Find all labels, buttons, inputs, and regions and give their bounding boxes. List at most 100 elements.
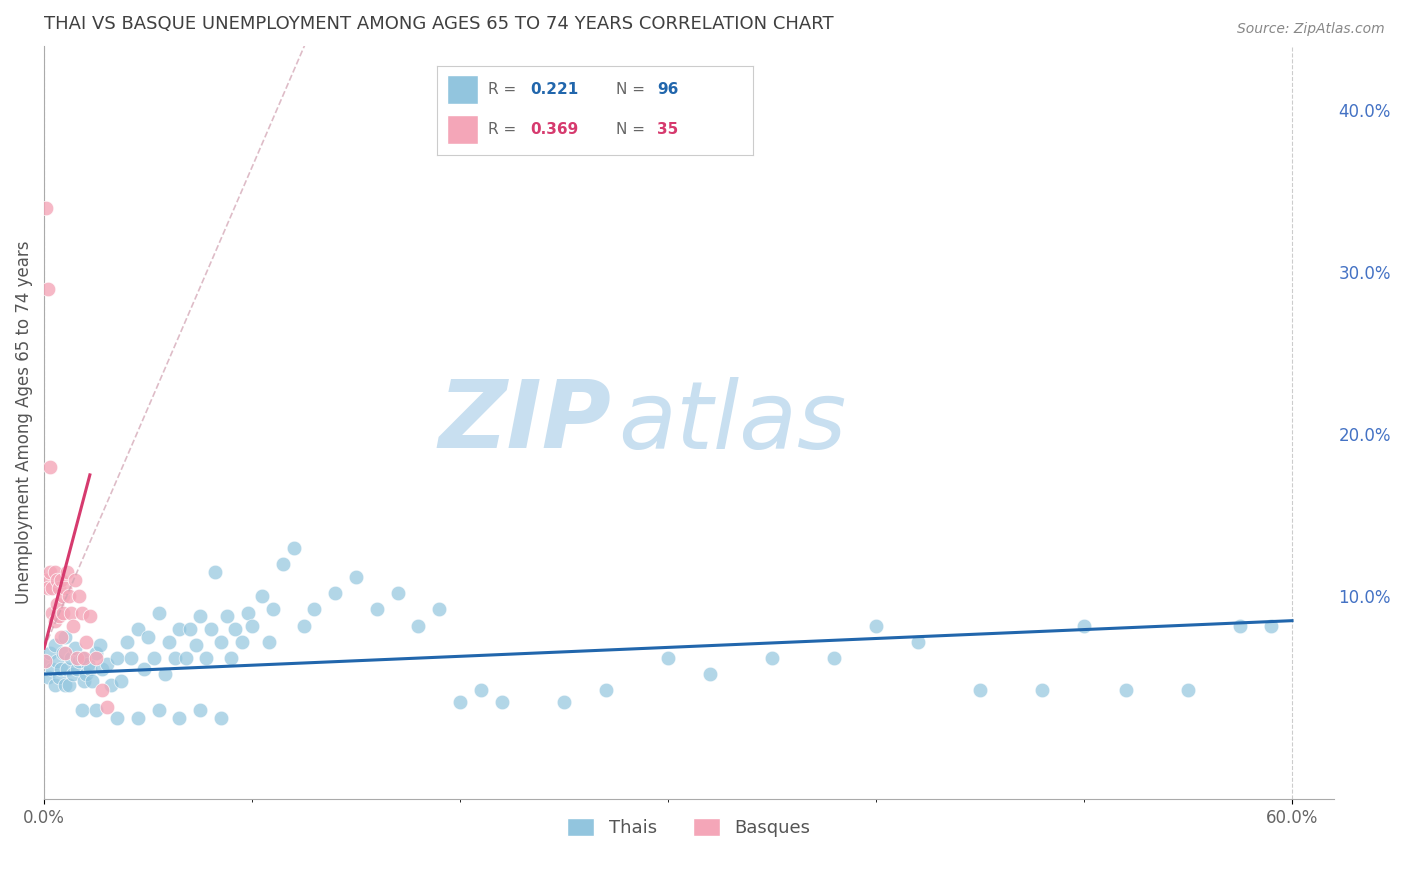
Point — [96, 657, 118, 672]
Point — [39, 459, 62, 474]
Point — [70, 703, 93, 717]
Point — [1177, 683, 1199, 698]
Point — [44, 565, 66, 579]
Point — [188, 608, 211, 623]
Point — [236, 606, 259, 620]
Point — [271, 557, 294, 571]
Point — [79, 608, 101, 623]
Point — [699, 667, 721, 681]
Point — [184, 638, 207, 652]
Point — [470, 683, 492, 698]
Point — [65, 573, 87, 587]
Point — [48, 608, 70, 623]
Point — [44, 614, 66, 628]
Point — [60, 606, 83, 620]
Point — [204, 565, 226, 579]
Point — [153, 667, 176, 681]
Point — [283, 541, 305, 555]
Point — [323, 586, 346, 600]
Point — [761, 651, 783, 665]
Text: Source: ZipAtlas.com: Source: ZipAtlas.com — [1237, 22, 1385, 37]
Point — [188, 703, 211, 717]
Point — [70, 606, 93, 620]
Point — [53, 630, 76, 644]
Point — [69, 590, 91, 604]
Point — [58, 590, 80, 604]
Point — [1073, 618, 1095, 632]
Point — [1031, 683, 1053, 698]
Point — [110, 673, 132, 688]
Point — [66, 662, 89, 676]
Point — [56, 662, 79, 676]
Point — [79, 662, 101, 676]
Point — [117, 634, 139, 648]
Point — [41, 581, 63, 595]
Point — [907, 634, 929, 648]
Point — [53, 581, 76, 595]
Point — [209, 711, 232, 725]
Point — [91, 662, 114, 676]
Point — [45, 573, 67, 587]
Point — [91, 683, 114, 698]
Point — [34, 654, 56, 668]
Point — [231, 634, 253, 648]
Point — [408, 618, 430, 632]
Point — [100, 678, 122, 692]
Point — [121, 651, 143, 665]
Point — [553, 695, 575, 709]
Point — [449, 695, 471, 709]
Point — [44, 678, 66, 692]
Point — [58, 678, 80, 692]
Point — [37, 282, 59, 296]
Point — [45, 598, 67, 612]
Point — [84, 651, 107, 665]
Point — [76, 657, 98, 672]
Point — [148, 703, 170, 717]
Point — [132, 662, 155, 676]
Point — [252, 590, 274, 604]
Point — [366, 602, 388, 616]
Point — [195, 651, 218, 665]
Text: ZIP: ZIP — [439, 376, 612, 468]
Point — [70, 651, 93, 665]
Y-axis label: Unemployment Among Ages 65 to 74 years: Unemployment Among Ages 65 to 74 years — [15, 241, 32, 604]
Legend: Thais, Basques: Thais, Basques — [558, 809, 820, 847]
Text: atlas: atlas — [619, 376, 846, 467]
Point — [1260, 618, 1282, 632]
Point — [35, 573, 58, 587]
Point — [179, 622, 201, 636]
Point — [127, 622, 149, 636]
Point — [143, 651, 166, 665]
Point — [37, 670, 59, 684]
Point — [200, 622, 222, 636]
Point — [84, 703, 107, 717]
Point — [52, 606, 75, 620]
Point — [37, 581, 59, 595]
Point — [75, 667, 97, 681]
Point — [1115, 683, 1137, 698]
Point — [41, 606, 63, 620]
Point — [387, 586, 409, 600]
Point — [865, 618, 887, 632]
Point — [60, 651, 83, 665]
Point — [72, 673, 94, 688]
Point — [221, 651, 243, 665]
Point — [96, 699, 118, 714]
Point — [105, 651, 128, 665]
Point — [105, 711, 128, 725]
Point — [69, 654, 91, 668]
Point — [84, 646, 107, 660]
Point — [52, 590, 75, 604]
Point — [169, 622, 191, 636]
Point — [44, 638, 66, 652]
Point — [52, 646, 75, 660]
Point — [49, 630, 72, 644]
Point — [217, 608, 239, 623]
Point — [49, 662, 72, 676]
Point — [427, 602, 450, 616]
Point — [53, 646, 76, 660]
Point — [240, 618, 263, 632]
Point — [969, 683, 991, 698]
Point — [491, 695, 513, 709]
Point — [257, 634, 280, 648]
